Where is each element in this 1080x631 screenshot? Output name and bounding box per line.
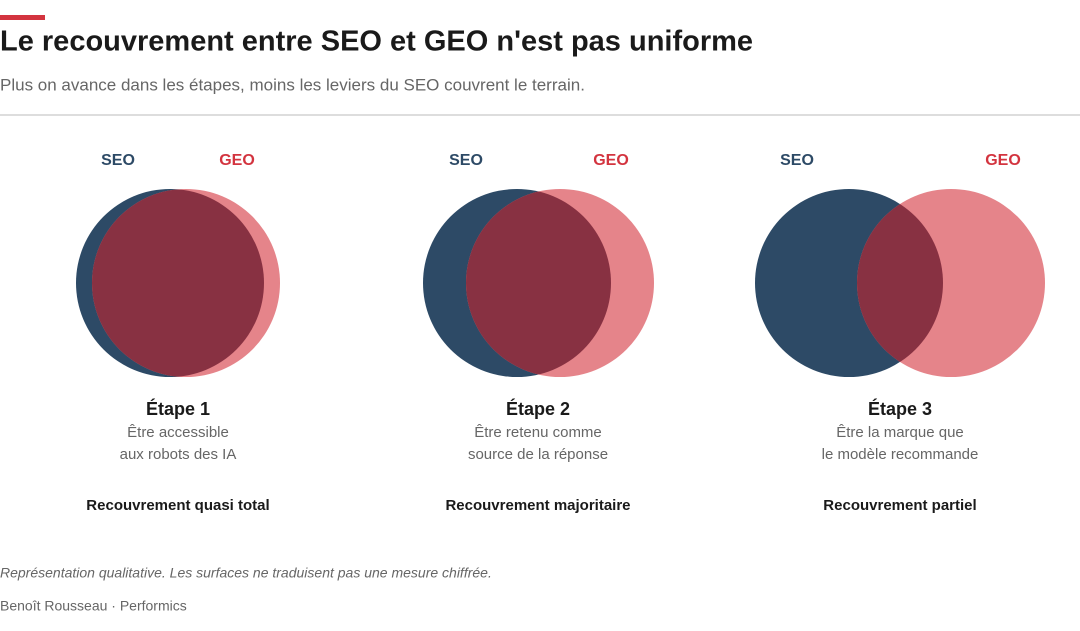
title: Le recouvrement entre SEO et GEO n'est p… [0,26,753,58]
subtitle: Plus on avance dans les étapes, moins le… [0,75,585,94]
seo-label: SEO [449,152,483,169]
overlap-label: Recouvrement partiel [823,497,976,514]
description: source de la réponse [468,446,608,463]
seo-label: SEO [101,152,135,169]
overlap-label: Recouvrement majoritaire [445,497,630,514]
description: Être retenu comme [474,424,602,441]
overlap-label: Recouvrement quasi total [86,497,269,514]
overlap [857,189,943,377]
panel: SEO GEO Étape 1 Être accessible aux robo… [76,152,280,514]
accent-bar [0,15,45,20]
panel: SEO GEO Étape 3 Être la marque que le mo… [755,152,1045,514]
description: Être accessible [127,424,229,441]
stage: Étape 1 [146,398,210,419]
description: le modèle recommande [822,446,979,463]
source: Benoît Rousseau · Performics [0,598,187,614]
overlap [92,189,264,377]
description: Être la marque que [836,424,964,441]
panel: SEO GEO Étape 2 Être retenu comme source… [423,152,654,514]
geo-label: GEO [219,152,255,169]
stage: Étape 3 [868,398,932,419]
footnote: Représentation qualitative. Les surfaces… [0,565,492,581]
stage: Étape 2 [506,398,570,419]
description: aux robots des IA [120,446,237,463]
seo-label: SEO [780,152,814,169]
geo-label: GEO [985,152,1021,169]
geo-label: GEO [593,152,629,169]
